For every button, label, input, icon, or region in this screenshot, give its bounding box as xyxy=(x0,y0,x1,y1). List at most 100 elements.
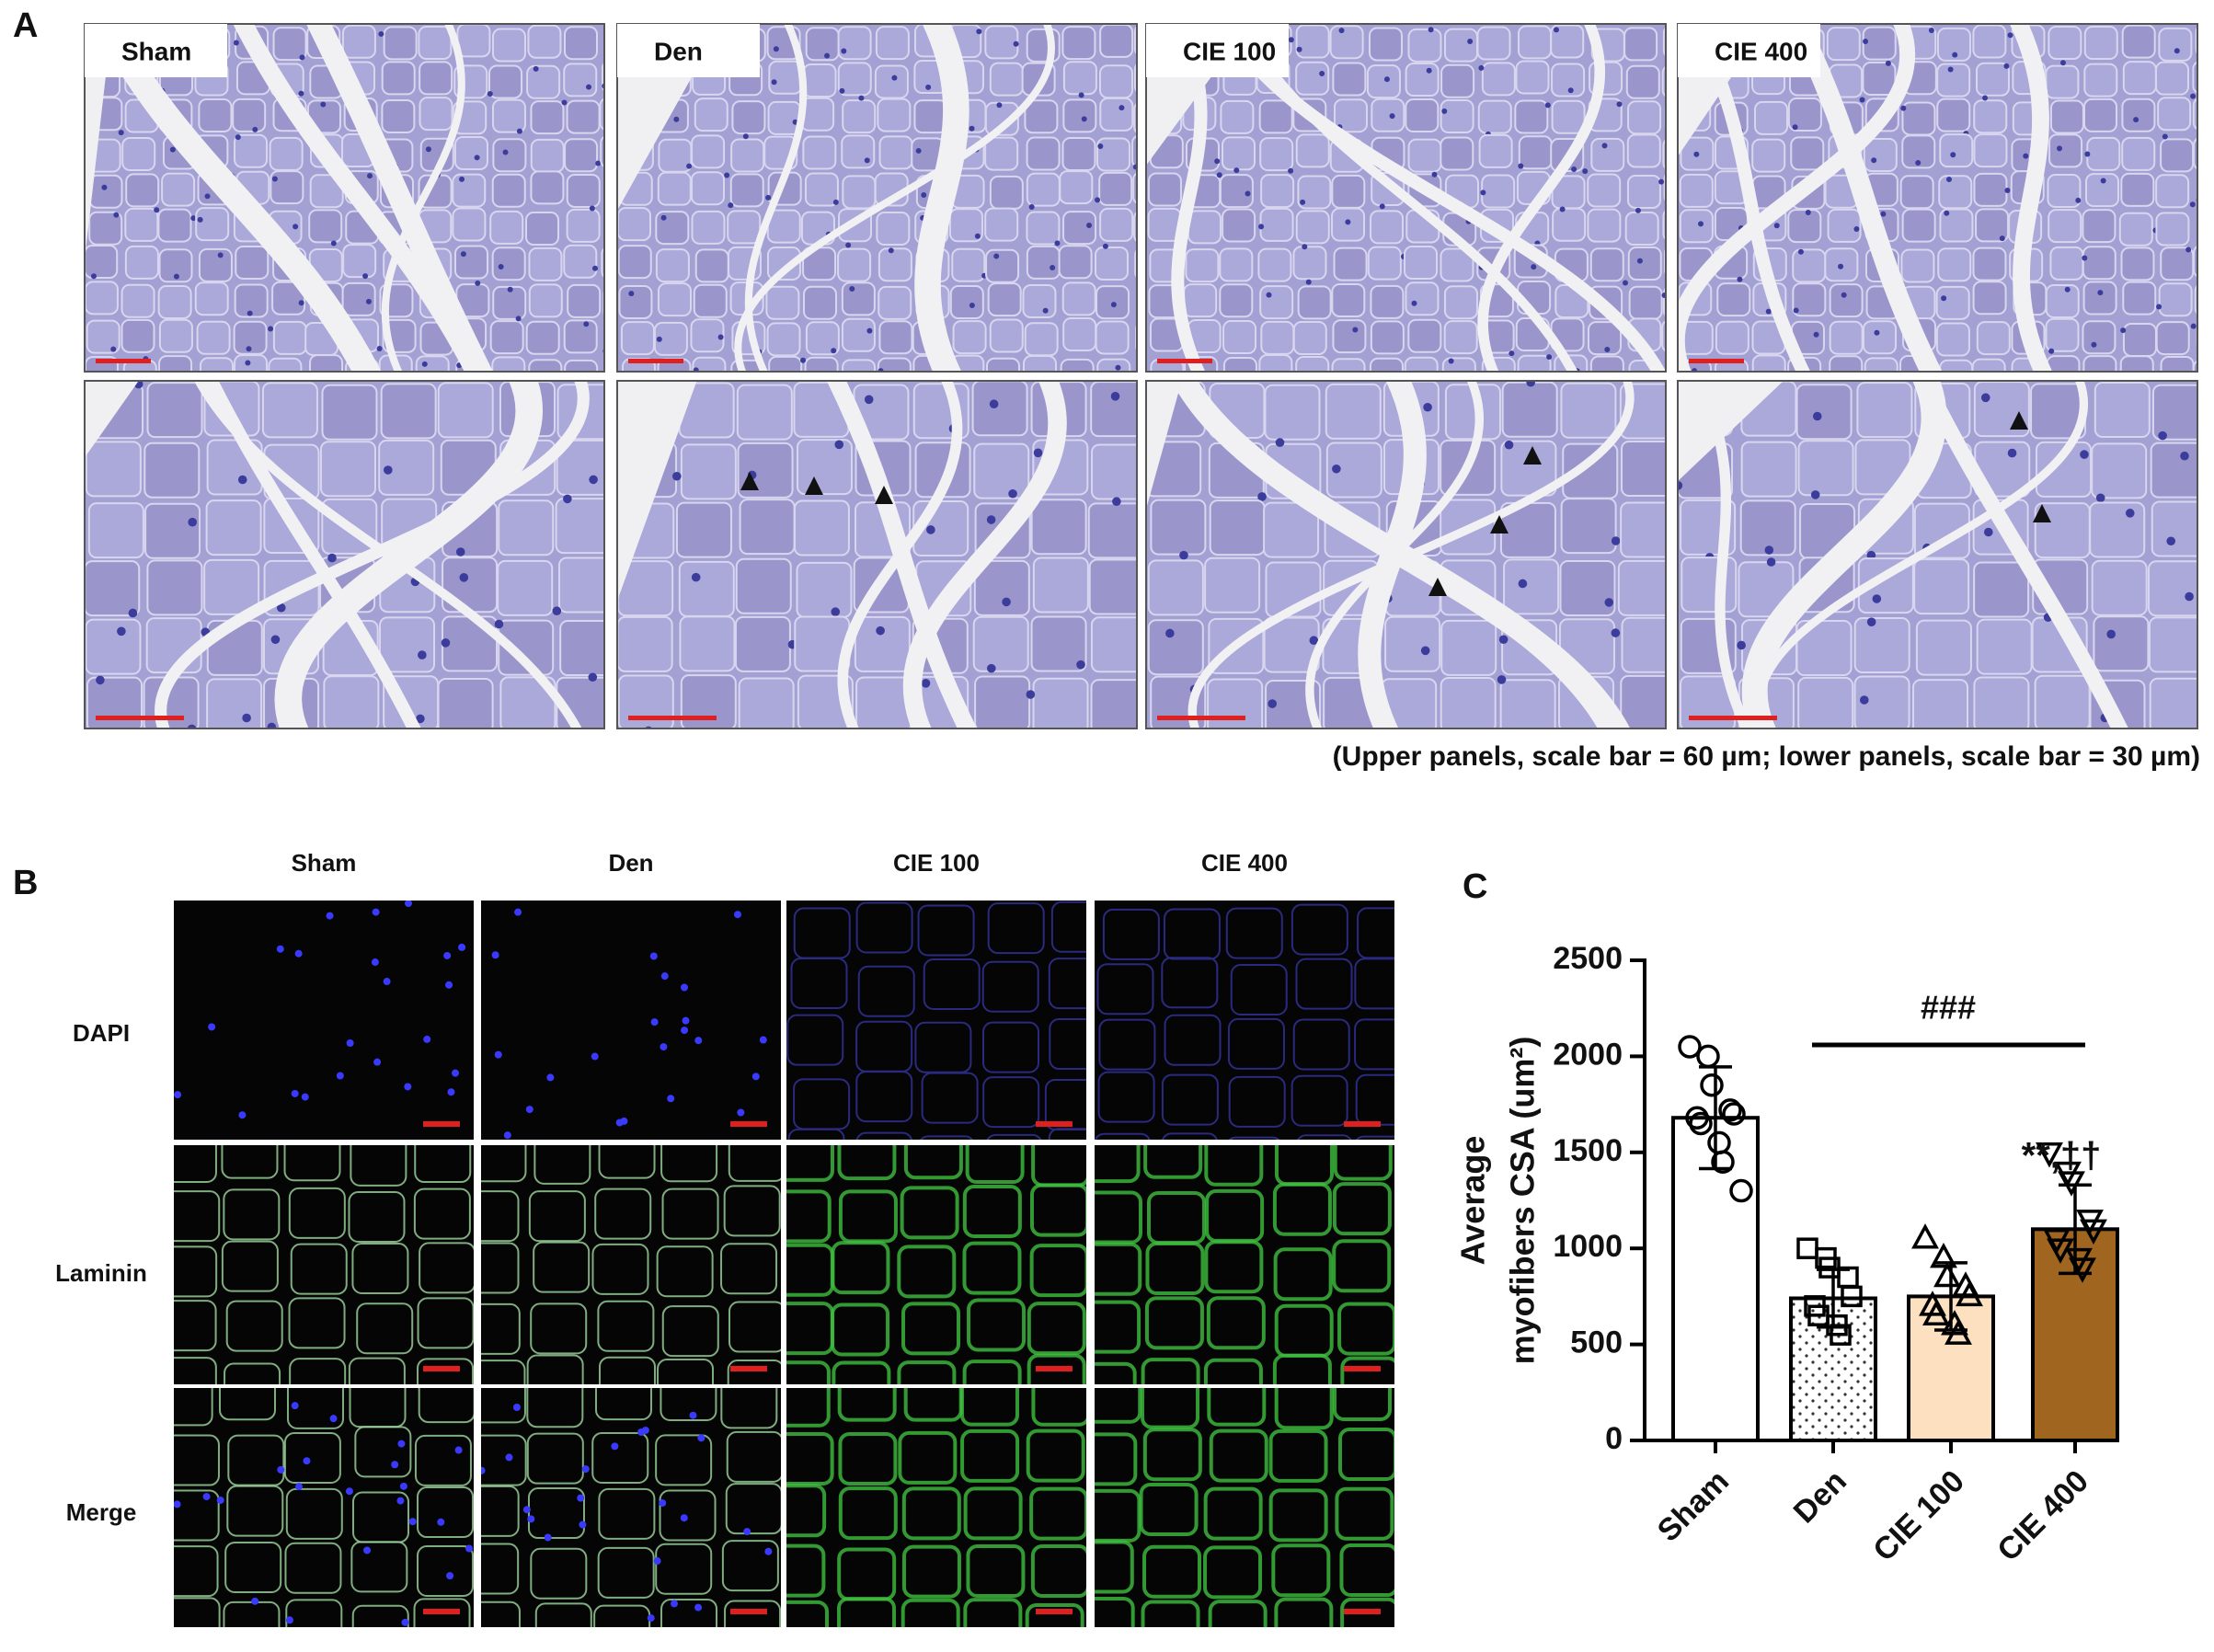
fiber xyxy=(878,285,912,320)
fiber xyxy=(1096,137,1131,172)
cell-outline xyxy=(289,1358,347,1384)
cell-outline xyxy=(923,958,981,1010)
image-panel xyxy=(481,1145,781,1384)
nucleus xyxy=(773,46,779,52)
nucleus xyxy=(1028,204,1035,211)
nucleus xyxy=(800,357,807,363)
nucleus xyxy=(396,1497,405,1505)
nucleus xyxy=(110,346,117,352)
fiber xyxy=(1058,245,1093,280)
nucleus xyxy=(1945,177,1952,183)
gap xyxy=(1187,381,1635,728)
fiber xyxy=(1095,246,1130,281)
fiber xyxy=(530,100,565,135)
row-label: Merge xyxy=(66,1498,137,1526)
nucleus xyxy=(327,553,337,563)
cell-outline xyxy=(1204,1145,1264,1187)
nucleus xyxy=(533,65,539,72)
nucleus xyxy=(216,1496,224,1504)
fiber xyxy=(984,207,1019,242)
scale-bar xyxy=(96,359,151,363)
cell-outline xyxy=(1161,957,1219,1009)
cell-outline xyxy=(348,1190,406,1243)
fiber xyxy=(125,173,160,208)
fiber xyxy=(1295,133,1330,168)
cell-outline xyxy=(962,1184,1022,1238)
fiber xyxy=(841,281,876,316)
cell-outline xyxy=(226,1485,284,1537)
nucleus xyxy=(285,1616,293,1624)
nucleus xyxy=(2189,201,2196,208)
fiber xyxy=(729,173,764,208)
nucleus xyxy=(1838,263,1844,270)
nucleus xyxy=(925,84,932,90)
nucleus xyxy=(1097,143,1104,149)
nucleus xyxy=(589,475,598,485)
nucleus xyxy=(242,713,251,723)
nucleus xyxy=(1305,279,1312,285)
point xyxy=(1796,1237,1818,1259)
nucleus xyxy=(1288,37,1294,43)
annotation: **,†† xyxy=(2022,1136,2102,1176)
cell-outline xyxy=(417,1358,474,1384)
cell-outline xyxy=(786,1360,831,1384)
nucleus xyxy=(1467,39,1474,45)
cell-outline xyxy=(1354,958,1394,1010)
cell-outline xyxy=(657,1359,715,1384)
nucleus xyxy=(154,207,160,213)
fiber xyxy=(1972,281,2007,315)
nucleus xyxy=(1678,481,1683,490)
fiber xyxy=(1367,246,1402,281)
nucleus xyxy=(989,399,999,409)
fiber xyxy=(2122,322,2157,357)
point xyxy=(1956,1280,1983,1307)
image-panel xyxy=(481,1388,781,1627)
fiber xyxy=(1090,679,1137,728)
fiber xyxy=(1443,320,1478,355)
cell-outline xyxy=(1142,1428,1202,1482)
fiber xyxy=(1204,556,1261,614)
fiber xyxy=(489,320,524,355)
nucleus xyxy=(1765,308,1772,315)
cell-outline xyxy=(661,1187,719,1240)
scale-bar xyxy=(423,1609,460,1614)
image-panel xyxy=(1095,1388,1394,1627)
fiber xyxy=(2198,211,2214,243)
fiber xyxy=(1587,173,1622,208)
fiber xyxy=(913,99,948,134)
cell-outline xyxy=(1030,1543,1086,1598)
fiber xyxy=(1628,285,1663,320)
cell-outline xyxy=(598,1356,656,1384)
nucleus xyxy=(1622,280,1628,286)
fiber xyxy=(2093,615,2150,672)
point xyxy=(1933,1261,1961,1288)
cell-outline xyxy=(174,1245,218,1298)
nucleus xyxy=(522,1506,531,1514)
nucleus xyxy=(671,1600,679,1608)
cell-outline xyxy=(419,1242,474,1294)
fiber xyxy=(2157,97,2192,132)
fiber xyxy=(1792,248,1827,283)
fiber xyxy=(617,615,673,672)
fiber xyxy=(1790,136,1825,171)
fiber xyxy=(567,283,602,318)
nucleus xyxy=(197,216,203,223)
nucleus xyxy=(465,1544,474,1553)
fiber xyxy=(452,207,487,242)
fiber xyxy=(234,133,269,168)
cell-outline xyxy=(786,1014,844,1066)
cell-outline xyxy=(838,1431,898,1486)
nucleus xyxy=(1050,265,1056,271)
nucleus xyxy=(561,99,568,106)
fiber xyxy=(1715,320,1749,355)
fiber xyxy=(1627,100,1662,135)
column-label: CIE 400 xyxy=(1201,849,1288,877)
nucleus xyxy=(693,367,699,372)
nucleus xyxy=(437,1518,445,1526)
cell-outline xyxy=(591,1243,649,1295)
cell-outline xyxy=(1095,1145,1141,1184)
nucleus xyxy=(512,1404,521,1412)
nucleus xyxy=(1509,350,1515,357)
cell-outline xyxy=(1095,1361,1137,1384)
nucleus xyxy=(217,252,224,258)
